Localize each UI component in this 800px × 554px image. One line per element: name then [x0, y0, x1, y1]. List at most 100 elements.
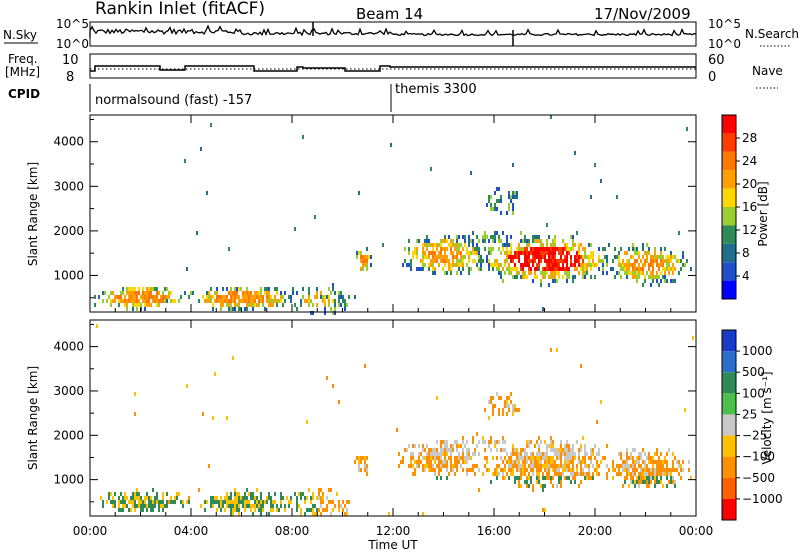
power-cell — [514, 263, 516, 267]
velocity-cell — [632, 464, 634, 468]
time-axis: 00:00 04:00 08:00 12:00 16:00 20:00 00:00 — [73, 115, 713, 538]
velocity-cell — [550, 476, 552, 480]
power-cell — [570, 259, 572, 263]
power-cell — [264, 307, 266, 311]
nsky-tick-bottom: 10^0 — [56, 37, 89, 51]
velocity-colorbar-swatch — [722, 435, 736, 457]
velocity-cell — [294, 492, 296, 496]
power-cell — [516, 271, 518, 275]
power-cell — [124, 299, 126, 303]
velocity-cell — [648, 472, 650, 476]
power-cell — [234, 295, 236, 299]
power-cell — [660, 263, 662, 267]
power-cell — [638, 263, 640, 267]
velocity-cell — [478, 468, 480, 472]
power-cell — [546, 251, 548, 255]
power-cell — [144, 303, 146, 307]
power-cell — [436, 255, 438, 259]
power-cell — [256, 303, 258, 307]
velocity-cell — [494, 444, 496, 448]
velocity-cell — [532, 472, 534, 476]
power-cell — [296, 291, 298, 295]
power-cell — [632, 267, 634, 271]
velocity-cell — [442, 452, 444, 456]
power-cell — [438, 255, 440, 259]
power-cell — [502, 243, 504, 247]
velocity-cell — [150, 504, 152, 508]
velocity-cell — [612, 460, 614, 464]
power-cell — [458, 259, 460, 263]
power-cell — [278, 299, 280, 303]
velocity-cell — [674, 480, 676, 484]
velocity-cell — [398, 452, 400, 456]
velocity-cell — [520, 484, 522, 488]
power-cell — [602, 247, 604, 251]
velocity-cell — [308, 508, 310, 512]
velocity-cell — [228, 496, 230, 500]
velocity-cell — [234, 492, 236, 496]
power-cell — [518, 259, 520, 263]
velocity-cell — [552, 468, 554, 472]
velocity-cell — [138, 496, 140, 500]
power-cell — [324, 311, 326, 315]
power-cell — [260, 291, 262, 295]
velocity-cell — [534, 444, 536, 448]
velocity-cell — [122, 508, 124, 512]
power-cell — [128, 291, 130, 295]
power-cell — [442, 255, 444, 259]
power-cell — [548, 247, 550, 251]
power-cell — [528, 255, 530, 259]
velocity-cell — [466, 452, 468, 456]
power-cell — [512, 211, 514, 215]
velocity-cell — [626, 476, 628, 480]
power-cell — [494, 231, 496, 235]
power-cell — [468, 271, 470, 275]
power-ytick-label: 2000 — [53, 224, 84, 238]
power-cell — [222, 299, 224, 303]
power-cell — [606, 263, 608, 267]
velocity-cell — [570, 480, 572, 484]
velocity-cell — [568, 452, 570, 456]
velocity-cell — [490, 436, 492, 440]
power-cell — [596, 263, 598, 267]
power-cell — [210, 295, 212, 299]
power-cell — [500, 275, 502, 279]
power-cell — [470, 267, 472, 271]
velocity-cell — [468, 468, 470, 472]
velocity-cell — [460, 444, 462, 448]
power-cell — [224, 299, 226, 303]
power-cell — [618, 271, 620, 275]
power-colorbar-tick-label: 8 — [742, 246, 750, 260]
power-cell — [588, 263, 590, 267]
velocity-cell — [632, 480, 634, 484]
velocity-cell — [660, 480, 662, 484]
power-cell — [166, 295, 168, 299]
power-cell — [480, 255, 482, 259]
beam-label: Beam 14 — [356, 5, 423, 23]
velocity-cell — [532, 488, 534, 492]
velocity-cell — [552, 484, 554, 488]
power-cell — [236, 287, 238, 291]
velocity-colorbar-swatch — [722, 351, 736, 373]
velocity-cell — [232, 504, 234, 508]
power-cell — [150, 287, 152, 291]
velocity-cell — [306, 420, 308, 424]
power-cell — [424, 255, 426, 259]
velocity-cell — [646, 468, 648, 472]
power-cell — [424, 243, 426, 247]
velocity-cell — [492, 412, 494, 416]
velocity-cell — [486, 468, 488, 472]
velocity-cell — [438, 468, 440, 472]
velocity-cell — [550, 436, 552, 440]
power-cell — [626, 263, 628, 267]
velocity-cell — [212, 496, 214, 500]
power-cell — [456, 247, 458, 251]
power-cell — [560, 247, 562, 251]
power-cell — [566, 271, 568, 275]
velocity-cell — [300, 496, 302, 500]
velocity-cell — [296, 496, 298, 500]
power-cell — [258, 295, 260, 299]
velocity-cell — [504, 456, 506, 460]
power-cell — [370, 263, 372, 267]
power-cell — [218, 295, 220, 299]
